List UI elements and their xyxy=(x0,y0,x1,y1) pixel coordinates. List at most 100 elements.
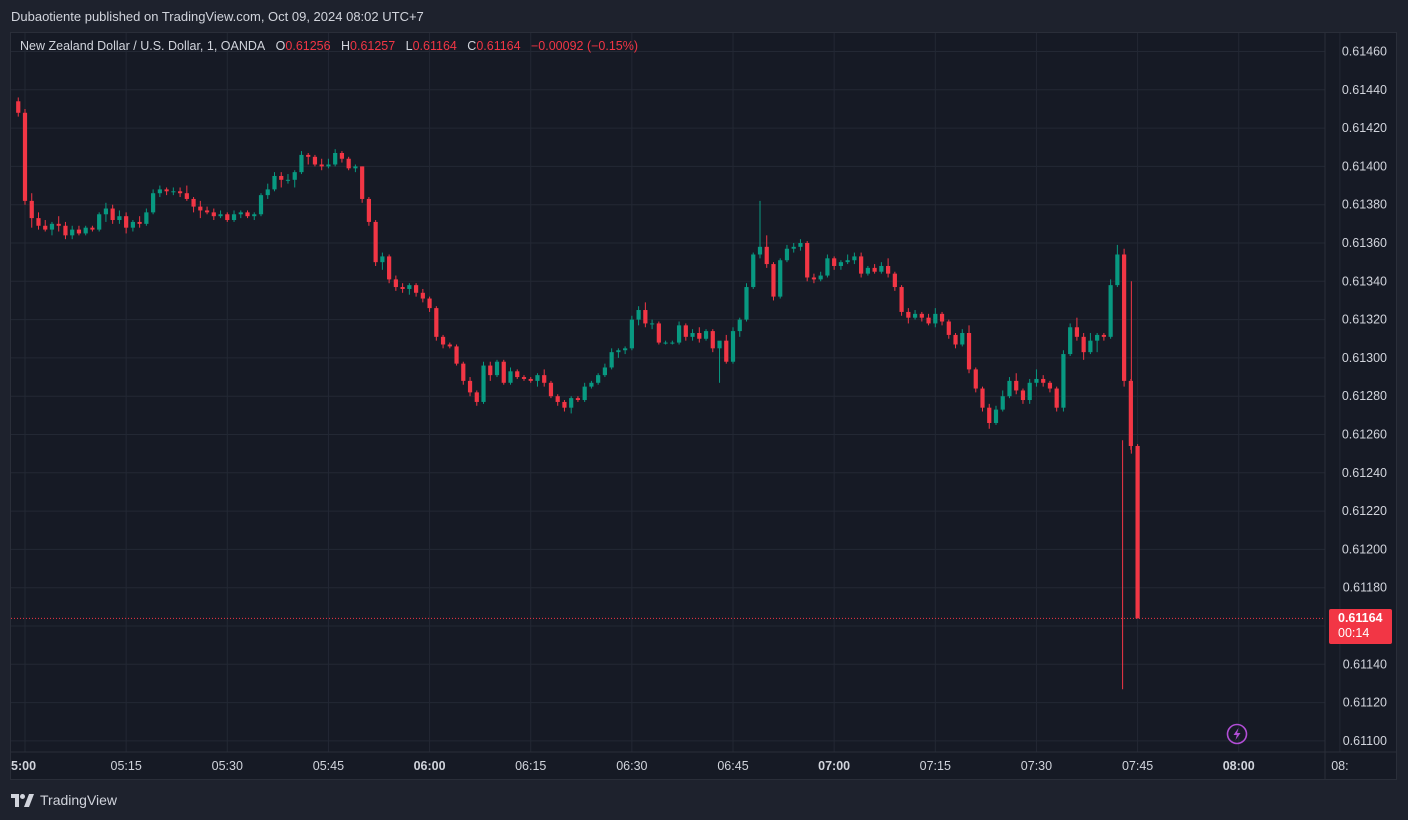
candle-body xyxy=(845,260,850,263)
candle-body xyxy=(993,409,999,424)
candle-body xyxy=(1122,254,1127,381)
y-tick-label: 0.61200 xyxy=(1342,542,1387,556)
candle-body xyxy=(117,216,122,221)
chart-frame[interactable] xyxy=(10,32,1397,780)
candle-body xyxy=(582,386,587,401)
candle-body xyxy=(83,227,88,234)
candle-body xyxy=(292,172,297,180)
candle-body xyxy=(420,292,425,299)
x-tick-label: 06:15 xyxy=(515,759,546,773)
candle-body xyxy=(393,279,398,288)
candle-body xyxy=(474,392,479,402)
candle-body xyxy=(171,191,176,193)
candle-body xyxy=(373,221,378,263)
candle-body xyxy=(1014,380,1019,391)
legend-close-label: C xyxy=(467,39,477,53)
candle-body xyxy=(521,377,527,379)
candle-body xyxy=(872,267,877,272)
candle-body xyxy=(211,212,216,217)
candle-body xyxy=(164,189,169,192)
candle-body xyxy=(333,152,338,165)
candle-body xyxy=(427,298,432,309)
candle-body xyxy=(1041,378,1046,383)
tradingview-brand[interactable]: TradingView xyxy=(11,790,117,810)
y-tick-label: 0.61440 xyxy=(1342,83,1387,97)
candle-body xyxy=(724,340,729,362)
candle-body xyxy=(346,158,351,169)
candle-body xyxy=(1027,382,1032,401)
candle-body xyxy=(353,166,358,169)
candle-body xyxy=(258,195,264,215)
candle-body xyxy=(434,308,439,337)
candle-body xyxy=(124,216,129,228)
candle-body xyxy=(1095,334,1100,341)
x-tick-label: 05:15 xyxy=(111,759,142,773)
candle-body xyxy=(811,277,817,280)
candle-body xyxy=(488,365,493,376)
candle-body xyxy=(1068,327,1073,355)
candle-body xyxy=(542,375,547,383)
candle-body xyxy=(49,223,55,230)
candle-body xyxy=(481,365,486,402)
last-price-value: 0.61164 xyxy=(1338,611,1383,625)
candle-body xyxy=(609,352,614,368)
candle-body xyxy=(501,361,506,383)
bottom-bar xyxy=(0,781,1408,820)
y-tick-label: 0.61400 xyxy=(1342,159,1387,173)
candle-body xyxy=(413,285,419,293)
legend-high-label: H xyxy=(341,39,351,53)
candle-body xyxy=(1054,388,1059,408)
candle-body xyxy=(1115,254,1120,286)
candle-body xyxy=(784,248,790,261)
candle-body xyxy=(933,313,938,324)
candle-body xyxy=(130,221,135,228)
candle-body xyxy=(360,166,365,199)
candle-body xyxy=(184,193,189,199)
candle-body xyxy=(339,152,345,159)
legend-change: −0.00092 (−0.15%) xyxy=(531,39,639,53)
candle-body xyxy=(643,310,648,324)
candle-body xyxy=(616,350,621,353)
candle-body xyxy=(832,258,837,266)
candle-body xyxy=(191,198,196,207)
legend-open-label: O xyxy=(275,39,286,53)
candle-body xyxy=(636,310,641,320)
x-tick-label: 5:00 xyxy=(11,759,36,773)
candle-body xyxy=(36,218,41,226)
y-tick-label: 0.61140 xyxy=(1343,657,1387,671)
candle-body xyxy=(623,348,628,351)
candle-body xyxy=(575,398,581,401)
candle-body xyxy=(387,256,392,280)
candle-body xyxy=(805,243,810,278)
candle-body xyxy=(980,388,985,408)
y-tick-label: 0.61420 xyxy=(1342,121,1387,135)
candle-body xyxy=(110,208,115,221)
legend-high-value: 0.61257 xyxy=(350,39,396,53)
candle-body xyxy=(710,331,715,349)
candle-body xyxy=(43,225,48,230)
candle-body xyxy=(818,275,823,280)
candle-body xyxy=(548,382,554,397)
y-tick-label: 0.61260 xyxy=(1342,428,1387,442)
candle-body xyxy=(703,331,709,339)
candle-body xyxy=(144,212,149,224)
candle-body xyxy=(285,179,291,181)
candle-body xyxy=(1108,285,1113,337)
candle-body xyxy=(177,191,183,194)
candle-body xyxy=(737,319,742,332)
candle-body xyxy=(225,214,230,221)
x-tick-label: 06:00 xyxy=(414,759,446,773)
candle-body xyxy=(926,317,931,324)
candle-body xyxy=(791,246,796,249)
candle-body xyxy=(515,371,520,378)
candle-body xyxy=(279,175,284,180)
y-tick-label: 0.61240 xyxy=(1342,466,1387,480)
y-tick-label: 0.61360 xyxy=(1342,236,1387,250)
lightning-icon[interactable] xyxy=(1226,723,1248,745)
legend-low-value: 0.61164 xyxy=(412,39,457,53)
candle-body xyxy=(966,333,972,370)
publish-line: Dubaotiente published on TradingView.com… xyxy=(11,9,424,24)
candle-body xyxy=(535,375,540,381)
candle-body xyxy=(103,208,109,215)
